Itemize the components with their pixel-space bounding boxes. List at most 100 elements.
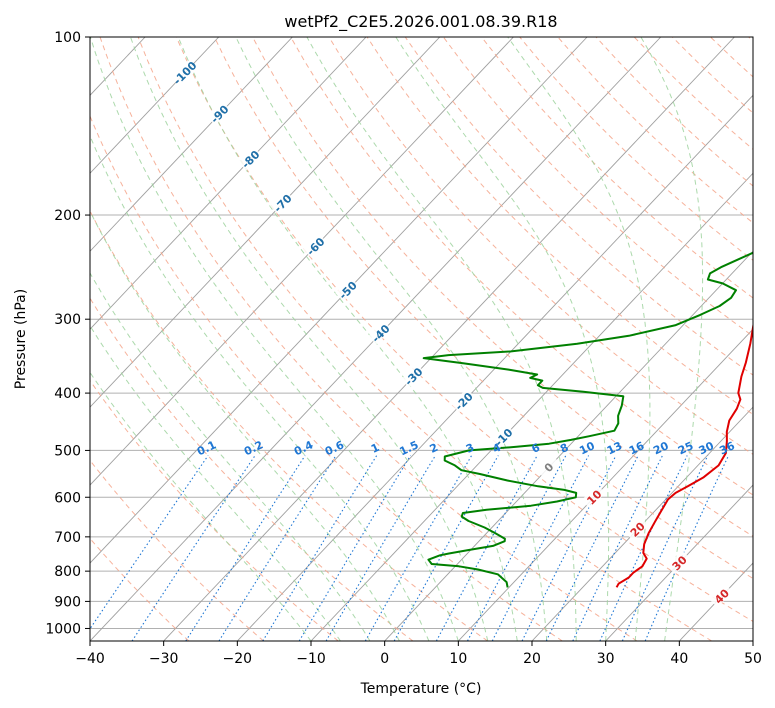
mixing-ratio-line	[572, 455, 663, 641]
sounding-lines	[422, 251, 753, 588]
isotherm-label-bg	[490, 424, 515, 449]
moist-adiabat-line	[90, 210, 400, 641]
isotherm-label-bg	[400, 363, 425, 388]
mixing-ratio-line	[131, 455, 256, 641]
x-tick-label: −10	[296, 651, 326, 667]
dry-adiabat-line	[213, 37, 753, 580]
y-tick-label: 400	[54, 386, 81, 402]
moist-adiabat-line	[306, 37, 577, 641]
y-tick-label: 600	[54, 490, 81, 506]
x-tick-label: −40	[75, 651, 105, 667]
moist-adiabat-line	[90, 371, 312, 641]
mixing-ratio-line	[262, 455, 378, 641]
y-tick-label: 200	[54, 208, 81, 224]
dry-adiabat-line	[90, 297, 414, 641]
isotherm-label-bg	[451, 388, 476, 413]
mixing-ratio-label: 10	[577, 439, 597, 457]
isotherm-label-bg	[536, 454, 561, 479]
moist-adiabat-line	[235, 37, 548, 641]
isotherm-label-bg	[708, 583, 733, 608]
isotherm-line	[90, 37, 441, 408]
mixing-ratio-label: 36	[717, 439, 737, 457]
isotherm-line	[310, 172, 753, 641]
isotherm-label-bg	[172, 60, 197, 85]
mixing-ratio-line	[298, 455, 411, 641]
mixing-ratio-line	[393, 455, 499, 641]
y-tick-label: 700	[54, 530, 81, 546]
mixing-ratio-label: 13	[605, 439, 624, 457]
isotherm-label-bg	[367, 320, 392, 345]
isotherm-line	[90, 37, 588, 564]
dry-adiabat-line	[90, 209, 488, 641]
dry-adiabat-line	[252, 37, 753, 537]
x-tick-label: 30	[597, 651, 615, 667]
chart-title: wetPf2_C2E5.2026.001.08.39.R18	[284, 12, 557, 32]
x-tick-label: −30	[149, 651, 179, 667]
x-tick-label: 20	[523, 651, 541, 667]
mixing-ratio-label: 25	[676, 439, 695, 457]
isotherm-label-bg	[302, 233, 327, 258]
isotherm-line	[90, 37, 514, 486]
dry-adiabat-line	[290, 37, 753, 496]
isotherm-line	[237, 94, 753, 641]
isotherm-label-bg	[237, 146, 262, 171]
mixing-ratio-line	[599, 455, 688, 641]
dry-adiabat-line	[404, 37, 753, 376]
moist-adiabat-line	[395, 37, 610, 641]
mixing-ratio-line	[644, 455, 730, 641]
dry-adiabat-line	[137, 37, 712, 641]
isotherm-line	[384, 250, 753, 641]
isotherm-label-bg	[666, 550, 691, 575]
x-tick-label: 40	[670, 651, 688, 667]
isotherm-line	[90, 37, 220, 174]
y-axis-title: Pressure (hPa)	[13, 289, 29, 389]
isotherm-line	[458, 328, 753, 641]
x-tick-label: 10	[449, 651, 467, 667]
mixing-ratio-label: 30	[697, 439, 717, 457]
y-tick-label: 500	[54, 443, 81, 459]
mixing-ratio-label: 20	[651, 439, 671, 457]
isotherm-line	[90, 37, 367, 330]
dewpoint-line	[422, 251, 753, 588]
isotherm-label-bg	[581, 484, 606, 509]
mixing-ratio-line	[545, 455, 639, 641]
isotherm-label-bg	[206, 101, 231, 126]
moist-adiabat-line	[90, 37, 459, 641]
mixing-ratio-line	[325, 455, 436, 641]
isotherm-label-bg	[335, 277, 360, 302]
y-tick-label: 1000	[45, 621, 81, 637]
dry-adiabat-line	[99, 37, 638, 641]
plot-frame	[89, 36, 754, 642]
mixing-ratio-line	[621, 455, 709, 641]
moist-adiabat-line	[90, 134, 430, 641]
isotherm-line	[531, 406, 753, 641]
x-axis-title: Temperature (°C)	[360, 681, 482, 697]
isotherm-label-bg	[269, 190, 295, 215]
isotherm-label-bg	[624, 516, 649, 541]
x-tick-label: 0	[380, 651, 389, 667]
temperature-line	[615, 321, 753, 588]
x-tick-label: 50	[744, 651, 762, 667]
y-tick-label: 300	[54, 312, 81, 328]
dry-adiabat-line	[90, 114, 563, 641]
dry-adiabat-line	[90, 459, 264, 641]
mixing-ratio-line	[90, 455, 209, 630]
background-lines	[90, 37, 753, 641]
x-tick-label: −20	[223, 651, 253, 667]
y-axis: 100 200 300 400 500 600 700 800 900 1000	[45, 30, 90, 637]
mixing-ratio-line	[364, 455, 473, 641]
moist-adiabat-line	[507, 37, 651, 641]
isotherm-line	[90, 37, 293, 252]
moist-adiabat-line	[177, 37, 518, 641]
y-tick-label: 800	[54, 564, 81, 580]
y-tick-label: 100	[54, 30, 81, 46]
dry-adiabat-line	[366, 37, 753, 415]
moist-adiabat-line	[90, 324, 341, 641]
moist-adiabat-line	[90, 272, 371, 641]
x-axis: −40 −30 −20 −10 0 10 20 30 40 50	[75, 641, 762, 667]
mixing-ratio-label: 16	[627, 439, 647, 457]
dry-adiabat-line	[481, 37, 753, 299]
y-tick-label: 900	[54, 594, 81, 610]
